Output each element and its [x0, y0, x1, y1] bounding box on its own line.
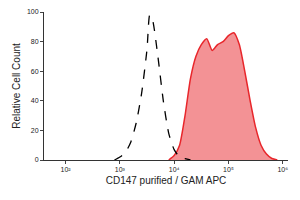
svg-text:CD147 purified / GAM APC: CD147 purified / GAM APC	[106, 175, 227, 186]
svg-text:10³: 10³	[115, 166, 126, 173]
svg-text:60: 60	[31, 68, 39, 75]
svg-text:10⁴: 10⁴	[169, 166, 180, 173]
svg-text:40: 40	[31, 97, 39, 104]
svg-text:10²: 10²	[61, 166, 72, 173]
svg-text:Relative Cell Count: Relative Cell Count	[11, 43, 22, 129]
svg-text:20: 20	[31, 127, 39, 134]
svg-text:0: 0	[35, 156, 39, 163]
svg-text:10⁵: 10⁵	[223, 166, 234, 173]
svg-text:100: 100	[27, 8, 39, 15]
svg-text:80: 80	[31, 38, 39, 45]
svg-text:10⁶: 10⁶	[277, 166, 288, 173]
